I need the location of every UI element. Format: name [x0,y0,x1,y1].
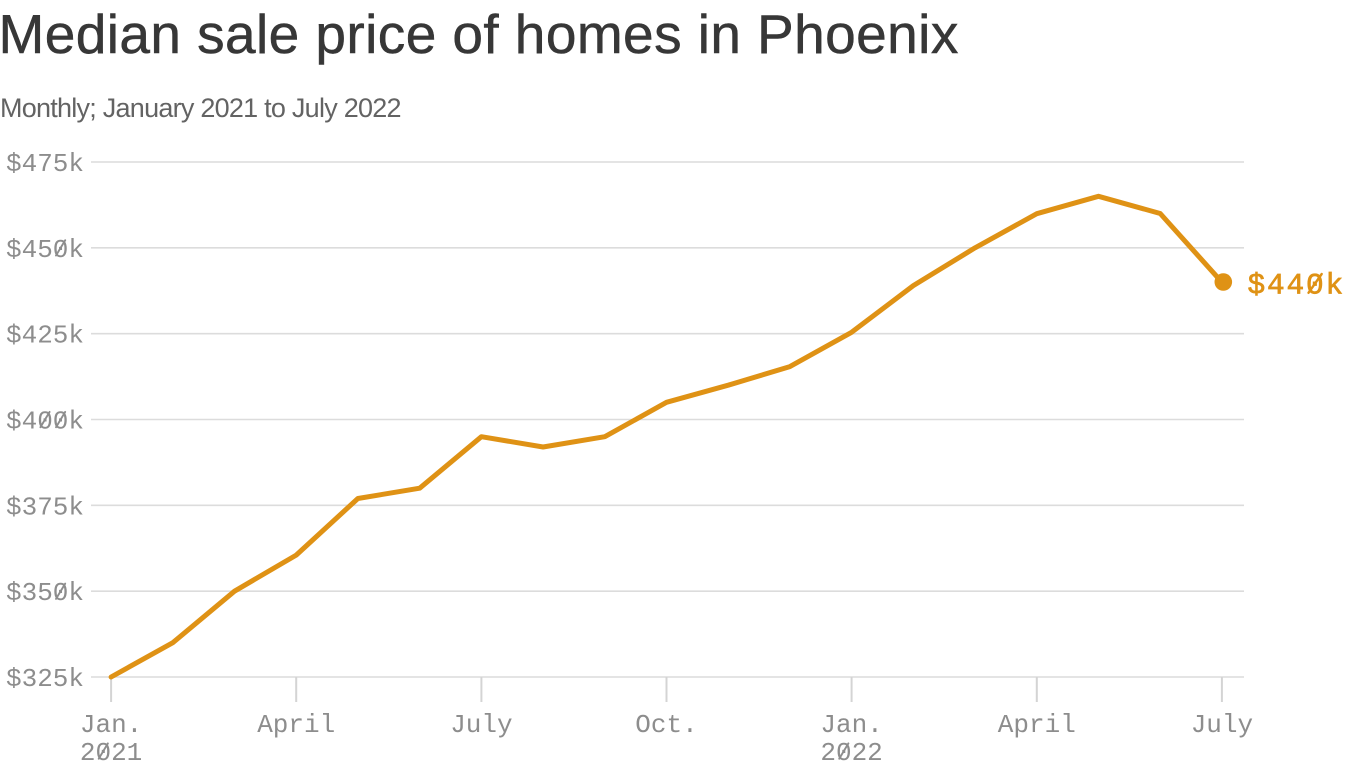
svg-text:$400k: $400k [6,407,84,437]
svg-text:April: April [998,710,1076,740]
svg-text:2022: 2022 [820,738,882,768]
svg-text:Oct.: Oct. [635,710,697,740]
svg-text:Median sale price of homes in: Median sale price of homes in Phoenix [0,3,959,65]
svg-text:Monthly; January 2021 to July: Monthly; January 2021 to July 2022 [0,93,401,123]
svg-text:$350k: $350k [6,578,84,608]
svg-text:$375k: $375k [6,492,84,522]
svg-text:Jan.: Jan. [820,710,882,740]
svg-text:2021: 2021 [80,738,142,768]
svg-text:Jan.: Jan. [80,710,142,740]
svg-text:$450k: $450k [6,235,84,265]
svg-text:July: July [1191,710,1253,740]
svg-text:$475k: $475k [6,149,84,179]
svg-text:July: July [450,710,512,740]
svg-text:$440k: $440k [1248,269,1346,303]
svg-text:April: April [257,710,335,740]
svg-text:$425k: $425k [6,321,84,351]
svg-text:$325k: $325k [6,664,84,694]
